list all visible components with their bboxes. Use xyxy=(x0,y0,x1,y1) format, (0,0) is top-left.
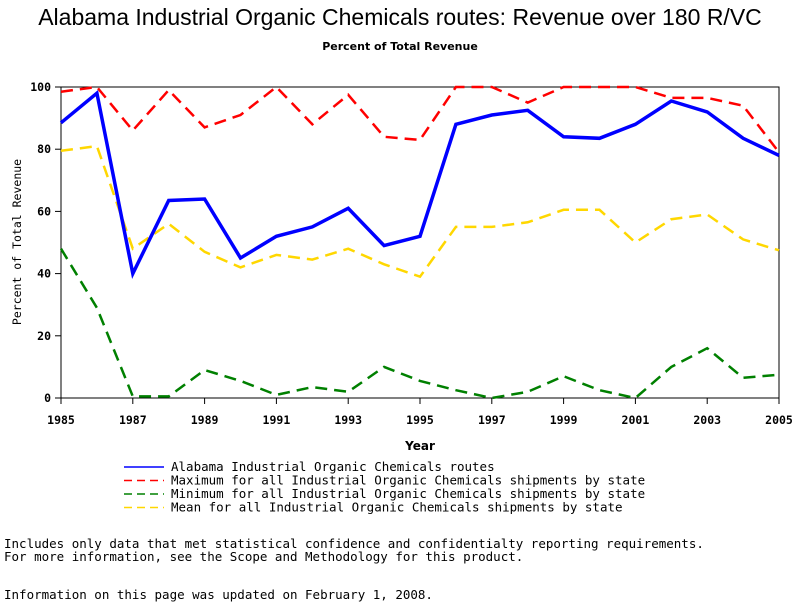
series-line-1 xyxy=(60,85,780,154)
x-tick-label: 2003 xyxy=(693,413,721,427)
legend-label-1: Maximum for all Industrial Organic Chemi… xyxy=(171,473,645,488)
confidence-note: Includes only data that met statistical … xyxy=(4,536,704,551)
chart-axes: 0 20 40 60 80 100 1985 1987 1989 1991 1993 1995 1997… xyxy=(30,80,793,427)
legend-label-3: Mean for all Industrial Organic Chemical… xyxy=(171,500,623,515)
chart-series xyxy=(59,85,780,400)
x-tick-label: 1985 xyxy=(47,413,75,427)
x-tick-label: 1995 xyxy=(406,413,434,427)
x-tick-label: 1991 xyxy=(263,413,291,427)
legend-label-0: Alabama Industrial Organic Chemicals rou… xyxy=(171,459,495,474)
legend-label-2: Minimum for all Industrial Organic Chemi… xyxy=(171,486,645,501)
series-line-2 xyxy=(59,248,780,400)
x-tick-label: 1987 xyxy=(119,413,147,427)
y-tick-label: 40 xyxy=(37,267,51,281)
y-tick-label: 20 xyxy=(37,329,51,343)
x-tick-label: 2001 xyxy=(622,413,650,427)
x-tick-label: 1993 xyxy=(334,413,362,427)
x-tick-label: 2005 xyxy=(765,413,793,427)
x-tick-label: 1997 xyxy=(478,413,506,427)
y-tick-label: 100 xyxy=(30,80,51,94)
chart-subtitle: Percent of Total Revenue xyxy=(322,40,478,53)
updated-note: Information on this page was updated on … xyxy=(4,587,433,602)
chart-title: Alabama Industrial Organic Chemicals rou… xyxy=(38,4,762,30)
chart-legend: Alabama Industrial Organic Chemicals rou… xyxy=(124,459,645,515)
y-tick-label: 80 xyxy=(37,142,51,156)
x-tick-label: 1989 xyxy=(191,413,219,427)
y-axis-label: Percent of Total Revenue xyxy=(10,159,24,325)
y-tick-label: 0 xyxy=(44,391,51,405)
x-tick-label: 1999 xyxy=(550,413,578,427)
x-axis-label: Year xyxy=(404,439,435,453)
methodology-note: For more information, see the Scope and … xyxy=(4,549,524,564)
plot-frame xyxy=(60,86,780,399)
y-tick-label: 60 xyxy=(37,204,51,218)
series-line-3 xyxy=(60,144,780,279)
series-line-0 xyxy=(59,89,780,280)
